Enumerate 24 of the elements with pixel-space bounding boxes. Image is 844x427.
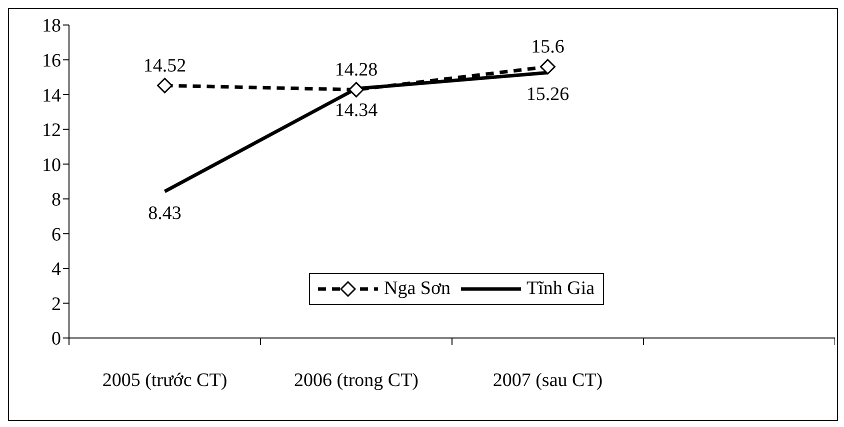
- y-tick-label: 18: [42, 16, 61, 37]
- legend-label: Nga Sơn: [384, 278, 451, 300]
- data-label: 14.52: [143, 56, 186, 77]
- x-tick-label: 2005 (trước CT): [102, 370, 228, 391]
- data-label: 14.34: [334, 100, 378, 122]
- data-label: 15.6: [531, 36, 564, 58]
- x-tick-label: 2007 (sau CT): [492, 370, 603, 391]
- y-tick-label: 14: [42, 85, 62, 106]
- y-tick-label: 8: [52, 190, 61, 211]
- y-tick-label: 12: [42, 120, 61, 142]
- y-tick-label: 4: [52, 259, 62, 280]
- point: [157, 78, 172, 94]
- legend-label: Tĩnh Gia: [526, 278, 595, 300]
- data-label: 14.28: [334, 60, 378, 81]
- x-tick-label: 2006 (trong CT): [294, 370, 419, 391]
- y-tick-label: 16: [42, 50, 61, 72]
- point: [348, 82, 364, 98]
- y-tick-label: 6: [52, 224, 61, 246]
- point: [540, 58, 556, 74]
- y-tick-label: 10: [42, 154, 61, 176]
- y-tick-label: 0: [52, 328, 61, 350]
- y-tick-label: 2: [52, 294, 61, 315]
- data-label: 8.43: [148, 202, 182, 224]
- data-label: 15.26: [526, 84, 570, 106]
